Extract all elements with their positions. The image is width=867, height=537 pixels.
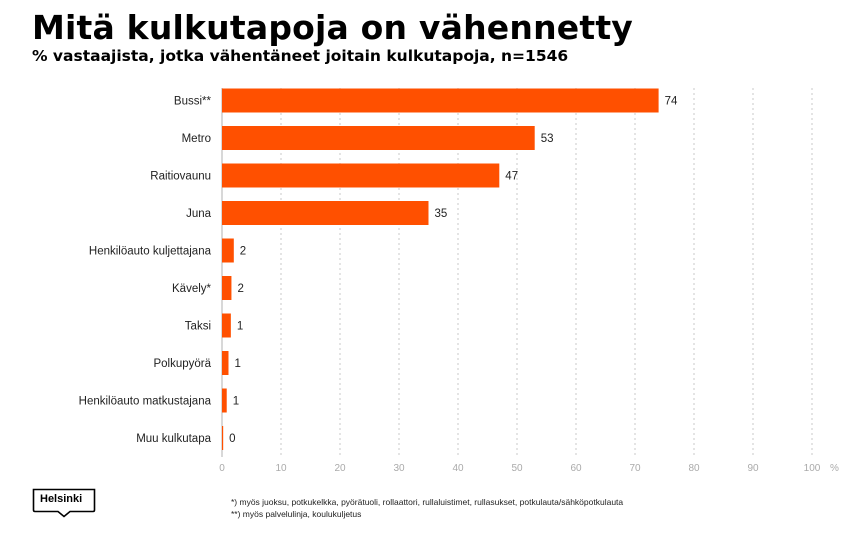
bar [222, 88, 659, 113]
x-tick-label: 40 [452, 463, 464, 474]
bars [222, 88, 659, 450]
category-label: Kävely* [172, 283, 212, 295]
chart-title: Mitä kulkutapoja on vähennetty [32, 8, 634, 47]
category-label: Taksi [185, 321, 211, 333]
x-tick-label: 50 [511, 463, 523, 474]
bar [222, 163, 500, 188]
x-tick-label: 60 [570, 463, 582, 474]
x-tick-label: 80 [688, 463, 700, 474]
data-label: 1 [233, 396, 239, 408]
bar [222, 126, 535, 150]
data-label: 2 [240, 246, 246, 258]
category-label: Henkilöauto kuljettajana [89, 246, 212, 258]
category-label: Metro [182, 133, 211, 145]
data-label: 1 [237, 321, 243, 333]
data-label: 2 [237, 283, 243, 295]
x-tick-label: 20 [334, 463, 346, 474]
bar [222, 313, 231, 338]
bar [222, 276, 232, 300]
data-label: 1 [234, 358, 240, 370]
bar [222, 351, 229, 375]
footnote-2: **) myös palvelulinja, koulukuljetus [231, 509, 362, 519]
category-label: Polkupyörä [153, 358, 211, 370]
bar [222, 426, 224, 450]
category-label: Bussi** [174, 96, 212, 108]
bar [222, 201, 429, 225]
category-label: Raitiovaunu [150, 171, 211, 183]
category-label: Muu kulkutapa [136, 433, 211, 445]
x-tick-label: 70 [629, 463, 641, 474]
data-label: 74 [665, 96, 678, 108]
category-label: Henkilöauto matkustajana [79, 396, 212, 408]
bar [222, 388, 227, 413]
x-tick-label: 0 [219, 463, 225, 474]
x-tick-label: 90 [747, 463, 759, 474]
data-label: 47 [505, 171, 518, 183]
data-label: 0 [229, 433, 235, 445]
x-tick-label: 10 [275, 463, 287, 474]
footnote-1: *) myös juoksu, potkukelkka, pyörätuoli,… [231, 497, 624, 507]
helsinki-logo-text: Helsinki [40, 493, 83, 505]
x-tick-label: 30 [393, 463, 405, 474]
chart-subtitle: % vastaajista, jotka vähentäneet joitain… [32, 47, 569, 65]
data-label: 53 [541, 133, 554, 145]
category-label: Juna [186, 208, 212, 220]
helsinki-logo [32, 488, 96, 518]
bar [222, 238, 234, 263]
data-label: 35 [435, 208, 448, 220]
x-unit-label: % [830, 463, 839, 474]
x-tick-label: 100 [804, 463, 821, 474]
